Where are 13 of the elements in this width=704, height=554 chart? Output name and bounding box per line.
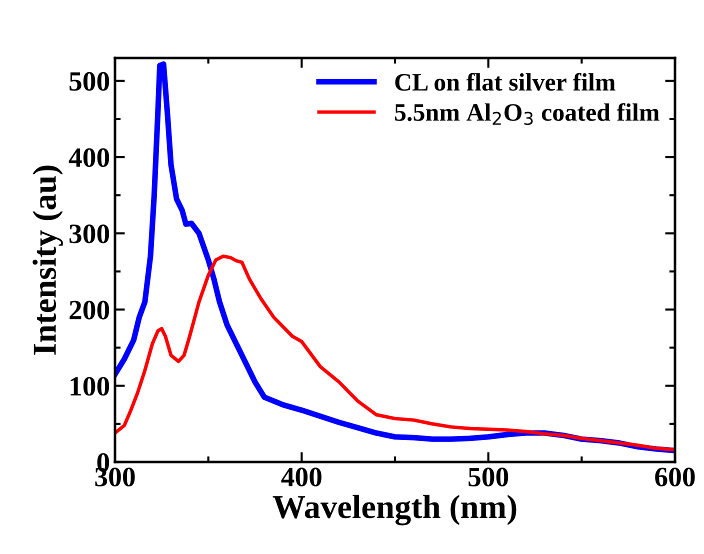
- legend-label: CL on flat silver film: [395, 72, 616, 91]
- x-tick-label: 600: [655, 468, 695, 486]
- y-tick-label: 200: [70, 300, 110, 320]
- y-tick-label: 400: [68, 148, 110, 168]
- x-axis-title: Wavelength (nm): [272, 494, 516, 526]
- y-tick-label: 300: [70, 224, 110, 244]
- y-tick-label: 100: [70, 376, 110, 396]
- y-tick-label: 500: [70, 72, 110, 91]
- legend-label: 5.5nm Al$_{2}$O$_{3}$ coated film: [395, 103, 660, 126]
- y-axis-title: Intensity (au): [32, 166, 63, 355]
- line-series: [115, 254, 675, 452]
- x-tick-label: 400: [281, 468, 322, 486]
- x-tick-label: 500: [468, 468, 508, 486]
